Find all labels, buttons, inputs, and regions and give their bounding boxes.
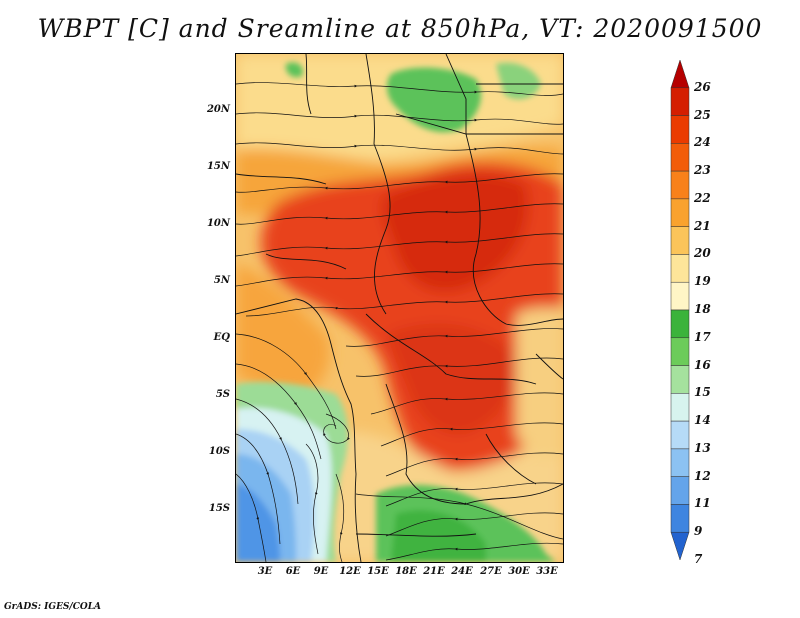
colorbar-segment [670, 309, 690, 339]
x-tick: 24E [451, 566, 473, 577]
colorbar-label: 22 [694, 190, 711, 205]
colorbar-label: 7 [694, 552, 703, 566]
colorbar-segment [670, 170, 690, 200]
colorbar-segment [670, 476, 690, 505]
colorbar-segment [670, 420, 690, 450]
map-title: WBPT [C] and Sreamline at 850hPa, VT: 20… [37, 14, 763, 43]
colorbar-segment [670, 281, 690, 311]
y-tick: 5S [215, 389, 230, 400]
map-panel [235, 53, 564, 563]
x-tick: 9E [313, 566, 329, 577]
colorbar-label: 16 [694, 357, 711, 372]
x-tick: 18E [395, 566, 417, 577]
colorbar-segment [670, 226, 690, 255]
colorbar-label: 24 [694, 135, 711, 150]
colorbar-label: 20 [694, 246, 711, 261]
y-tick: 10N [206, 218, 230, 229]
colorbar-label: 19 [694, 274, 711, 289]
y-tick: 15S [208, 503, 230, 514]
colorbar-segment [670, 337, 690, 366]
colorbar-segment [670, 60, 690, 89]
colorbar-segment [670, 448, 690, 477]
y-tick: 5N [213, 275, 230, 286]
colorbar-segment [670, 143, 690, 172]
colorbar-label: 11 [694, 496, 711, 511]
colorbar [670, 60, 690, 560]
y-tick: 20N [206, 104, 230, 115]
colorbar-label: 9 [694, 524, 703, 539]
colorbar-segment [670, 504, 690, 533]
x-tick: 33E [536, 566, 558, 577]
colorbar-label: 13 [694, 440, 711, 455]
x-tick: 15E [367, 566, 389, 577]
colorbar-label: 15 [694, 385, 711, 400]
colorbar-label: 26 [694, 79, 711, 94]
y-tick: 10S [208, 446, 230, 457]
colorbar-label: 18 [694, 302, 711, 316]
credit-text: GrADS: IGES/COLA [4, 602, 102, 612]
x-tick: 27E [480, 566, 502, 577]
colorbar-label: 23 [694, 163, 711, 178]
wbpt-field [236, 54, 563, 562]
x-tick: 12E [339, 566, 361, 577]
x-tick: 21E [423, 566, 445, 577]
colorbar-label: 21 [694, 218, 711, 233]
colorbar-segment [670, 365, 690, 394]
colorbar-segment [670, 198, 690, 227]
colorbar-label: 17 [694, 329, 711, 344]
y-tick: EQ [213, 332, 230, 343]
x-tick: 6E [285, 566, 301, 577]
colorbar-label: 12 [694, 468, 711, 483]
colorbar-label: 14 [694, 413, 711, 428]
colorbar-segment [670, 393, 690, 422]
x-tick: 3E [257, 566, 273, 577]
colorbar-segment [670, 87, 690, 116]
colorbar-segment [670, 115, 690, 144]
x-tick: 30E [508, 566, 530, 577]
colorbar-label: 25 [694, 107, 711, 122]
y-tick: 15N [206, 161, 230, 172]
colorbar-segment [670, 531, 690, 560]
colorbar-segment [670, 254, 690, 283]
